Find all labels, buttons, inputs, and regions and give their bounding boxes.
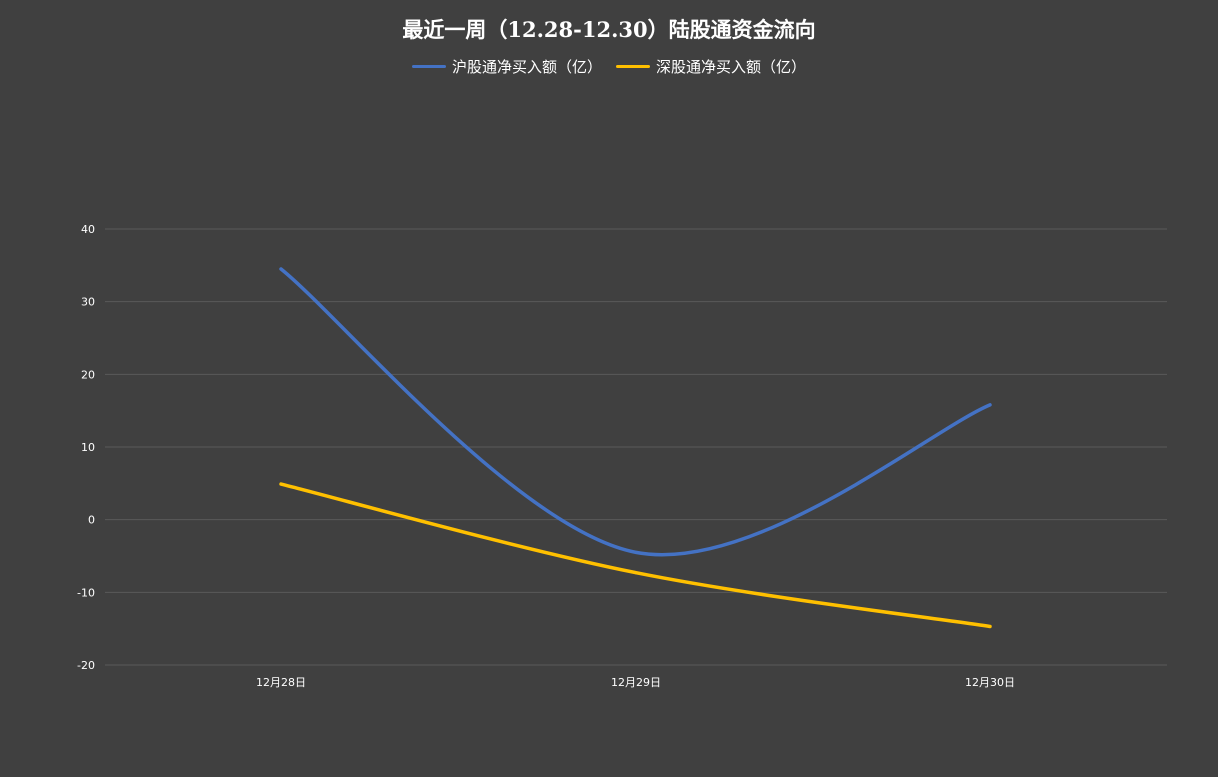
x-tick-label: 12月28日 — [256, 676, 306, 689]
y-tick-label: 20 — [81, 368, 95, 381]
data-point — [634, 550, 638, 554]
y-tick-label: 30 — [81, 296, 95, 309]
x-tick-label: 12月29日 — [611, 676, 661, 689]
y-tick-label: -10 — [77, 586, 95, 599]
data-point — [279, 267, 283, 271]
y-tick-label: 10 — [81, 441, 95, 454]
legend-label-sz: 深股通净买入额（亿） — [656, 58, 807, 76]
series-line-sz — [279, 482, 992, 629]
legend-item-sh: 沪股通净买入额（亿） — [411, 56, 602, 77]
x-tick-label: 12月30日 — [965, 676, 1015, 689]
legend-item-sz: 深股通净买入额（亿） — [616, 56, 806, 77]
data-point — [279, 482, 283, 486]
y-tick-label: -20 — [77, 659, 95, 672]
chart-title: 最近一周（12.28-12.30）陆股通资金流向 — [402, 17, 816, 42]
legend-swatch-sh — [411, 65, 446, 68]
data-point — [988, 624, 992, 628]
data-point — [634, 571, 638, 575]
legend-label-sh: 沪股通净买入额（亿） — [451, 58, 602, 76]
data-point — [988, 403, 992, 407]
y-tick-label: 40 — [81, 223, 95, 236]
legend-swatch-sz — [616, 65, 650, 68]
legend: 沪股通净买入额（亿） 深股通净买入额（亿） — [0, 56, 1218, 77]
y-tick-label: 0 — [88, 514, 95, 527]
